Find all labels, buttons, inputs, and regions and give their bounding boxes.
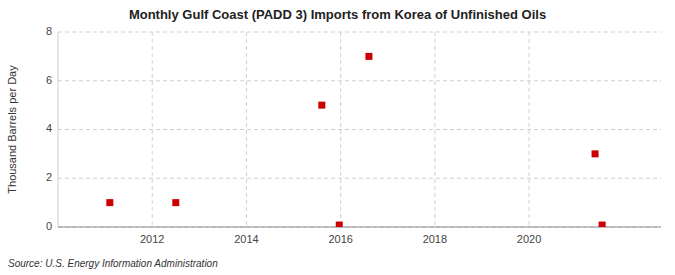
source-note: Source: U.S. Energy Information Administ… <box>8 258 218 269</box>
y-tick-label: 8 <box>46 25 52 37</box>
y-tick-label: 0 <box>46 220 52 232</box>
x-tick-label: 2012 <box>140 233 164 245</box>
y-axis-label: Thousand Barrels per Day <box>6 65 18 194</box>
points <box>106 53 605 227</box>
y-grid-line <box>58 178 661 179</box>
plot-area <box>58 32 661 227</box>
x-grid-line <box>434 32 435 227</box>
x-axis-line <box>58 227 661 228</box>
point <box>592 150 599 157</box>
grid <box>58 32 661 227</box>
point <box>318 102 325 109</box>
point <box>599 222 606 227</box>
y-tick-label: 6 <box>46 74 52 86</box>
x-grid-line <box>246 32 247 227</box>
y-tick-label: 2 <box>46 171 52 183</box>
x-grid-line <box>340 32 341 227</box>
y-grid-line <box>58 129 661 130</box>
y-grid-line <box>58 32 661 33</box>
point <box>365 53 372 60</box>
point <box>106 199 113 206</box>
y-grid-line <box>58 227 661 228</box>
x-tick-label: 2016 <box>328 233 352 245</box>
x-grid-line <box>152 32 153 227</box>
y-grid-line <box>58 80 661 81</box>
y-tick-label: 4 <box>46 122 52 134</box>
x-tick-label: 2020 <box>517 233 541 245</box>
x-grid-line <box>529 32 530 227</box>
x-tick-label: 2014 <box>234 233 258 245</box>
y-axis-line <box>58 32 59 227</box>
x-tick-label: 2018 <box>423 233 447 245</box>
chart: 0 2 4 6 8 2012 2014 2016 2018 2020 Monthly Gulf Co… <box>0 0 675 275</box>
title: Monthly Gulf Coast (PADD 3) Imports from… <box>129 7 546 22</box>
point <box>336 222 343 227</box>
point <box>172 199 179 206</box>
